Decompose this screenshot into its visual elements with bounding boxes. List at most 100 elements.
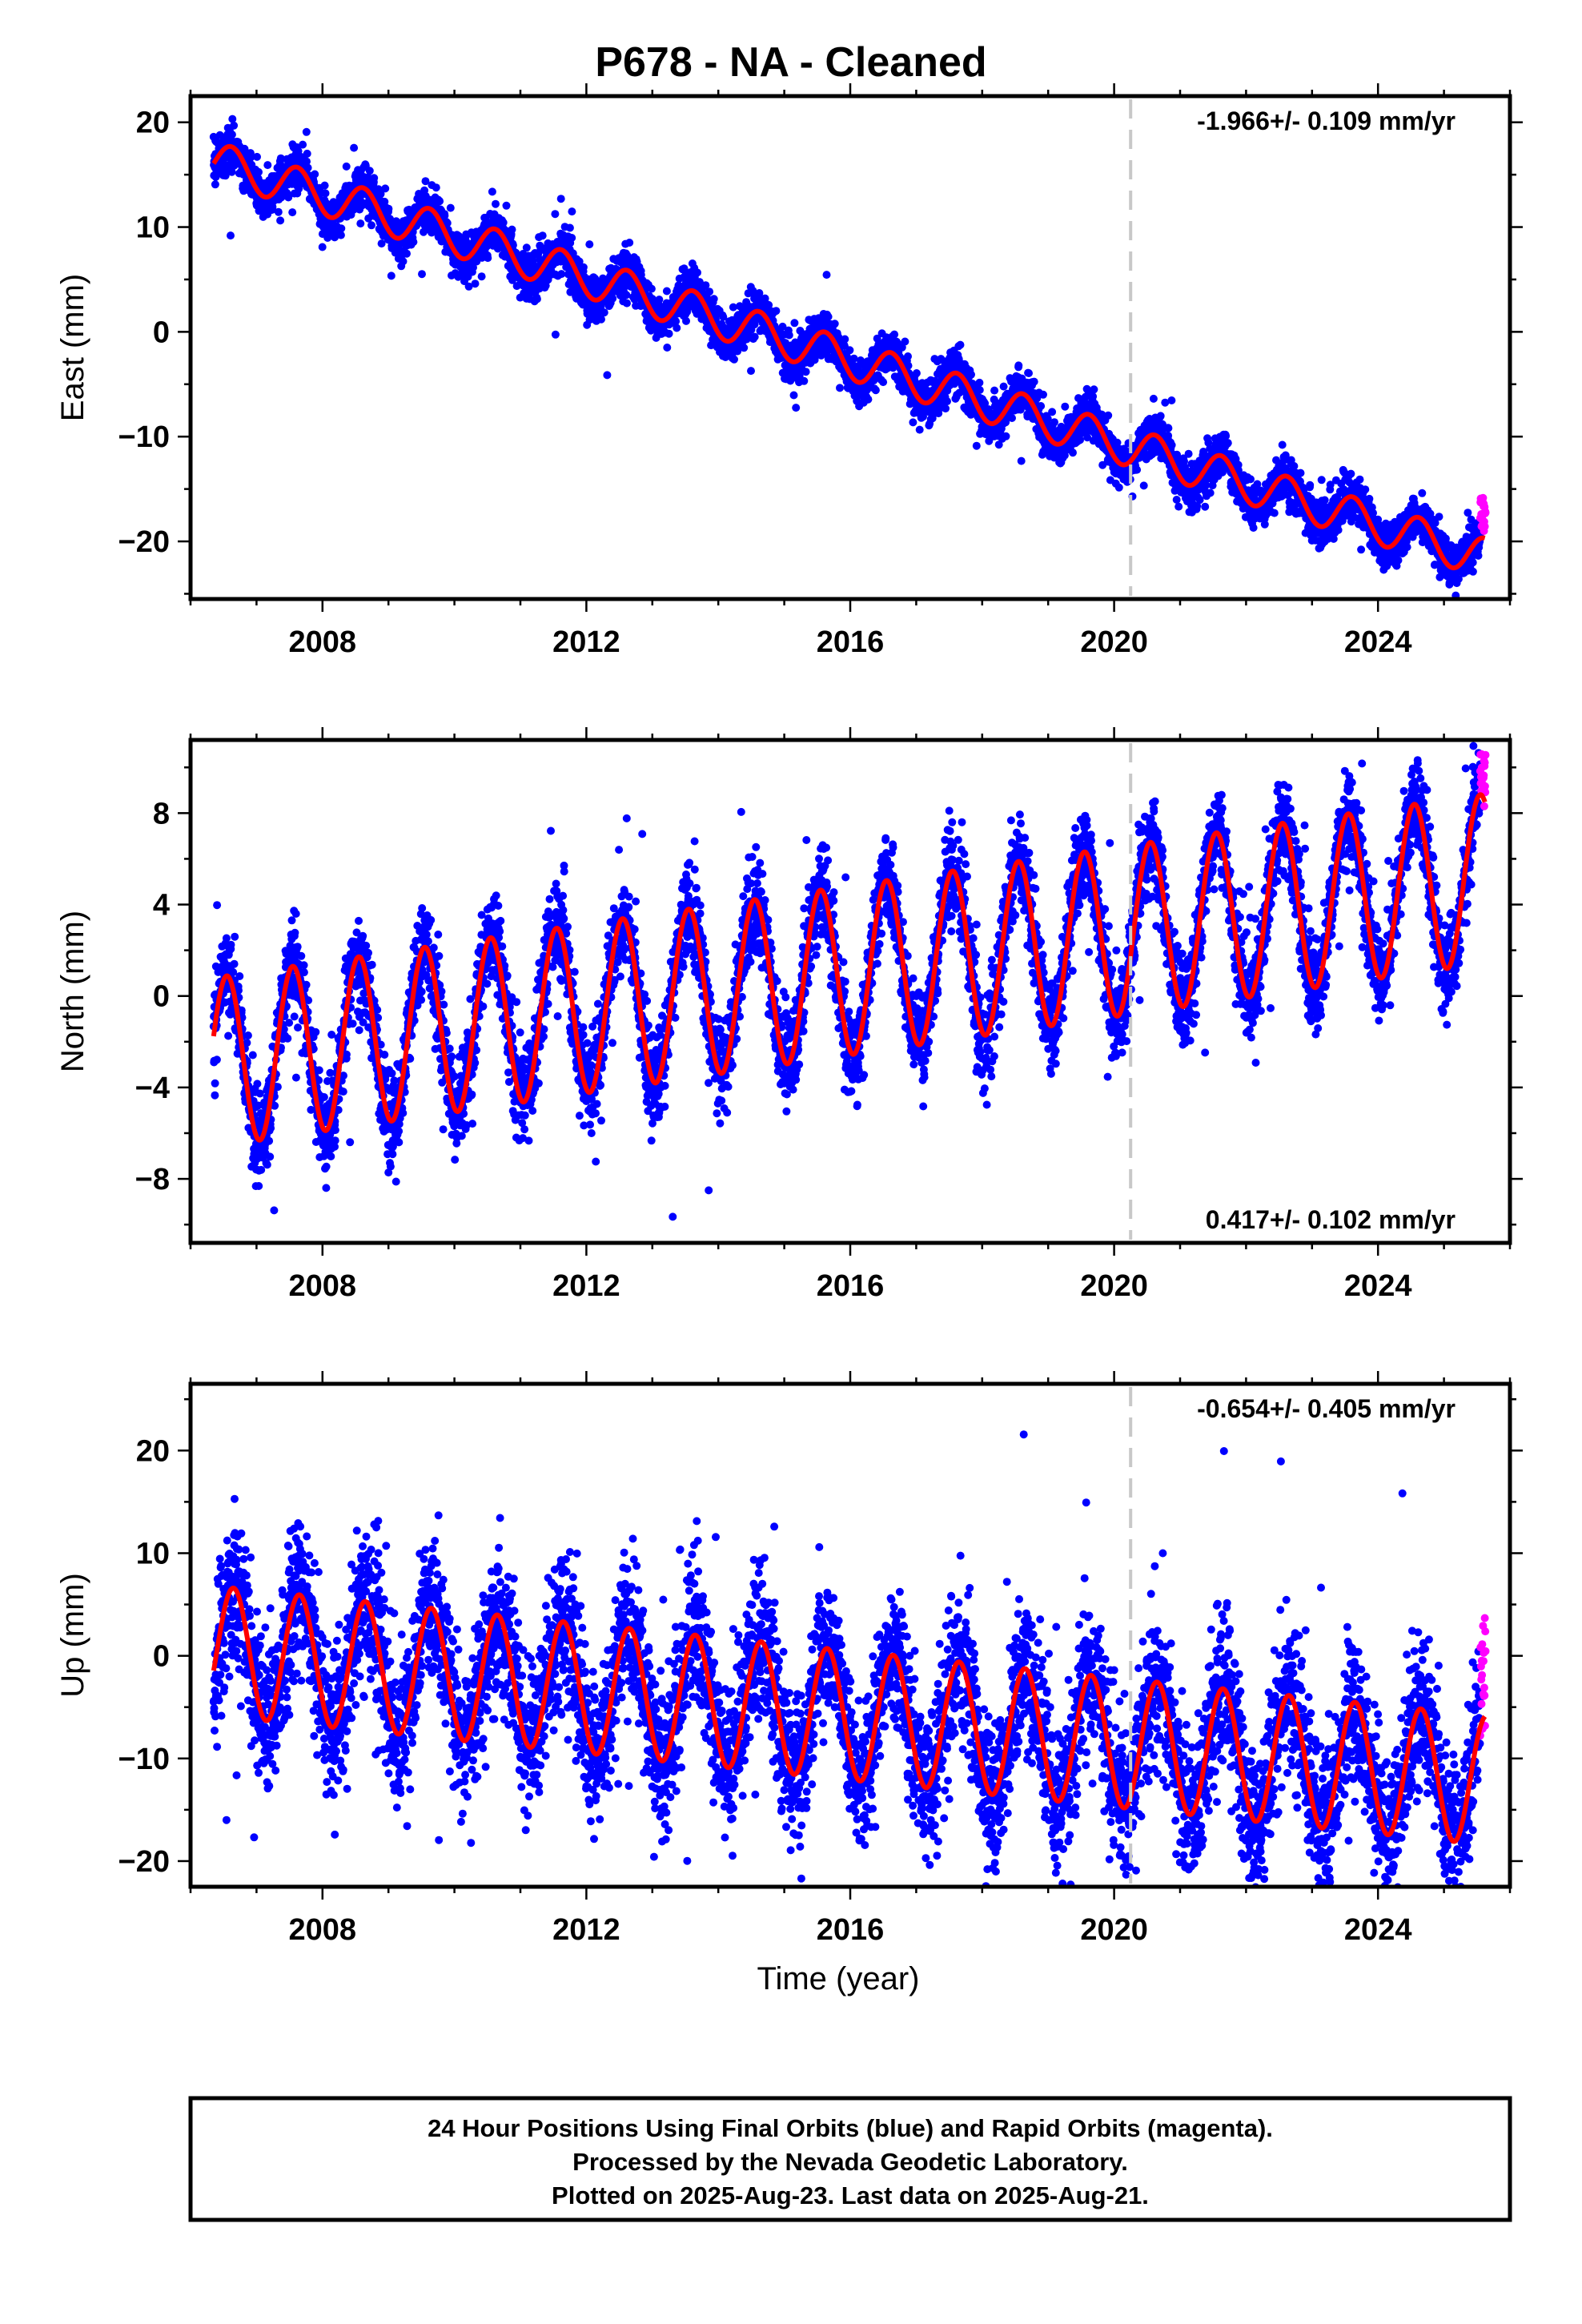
data-point bbox=[409, 238, 418, 247]
data-point bbox=[1090, 385, 1098, 394]
data-point bbox=[600, 308, 608, 317]
data-point bbox=[377, 239, 386, 248]
data-point bbox=[1139, 481, 1148, 490]
data-point bbox=[350, 143, 359, 152]
data-point bbox=[228, 115, 237, 123]
data-point bbox=[403, 249, 411, 258]
data-point bbox=[227, 167, 236, 176]
data-point bbox=[1048, 408, 1057, 416]
data-point bbox=[1025, 369, 1033, 377]
data-point bbox=[320, 181, 329, 190]
data-point bbox=[387, 271, 396, 280]
data-point bbox=[967, 370, 975, 379]
data-point bbox=[956, 340, 965, 349]
data-point bbox=[471, 279, 480, 288]
data-point bbox=[336, 231, 345, 239]
data-point bbox=[747, 367, 755, 376]
data-point bbox=[440, 211, 449, 220]
data-point bbox=[303, 149, 311, 158]
data-point bbox=[772, 307, 781, 316]
data-point bbox=[943, 397, 951, 406]
data-point bbox=[693, 268, 701, 277]
data-point bbox=[740, 344, 749, 352]
data-point bbox=[822, 271, 831, 279]
data-point bbox=[579, 263, 588, 271]
data-point bbox=[538, 231, 547, 240]
data-point bbox=[836, 384, 844, 392]
data-point bbox=[800, 376, 809, 385]
data-point bbox=[1164, 432, 1173, 440]
data-point bbox=[227, 231, 235, 240]
data-point bbox=[1089, 392, 1098, 400]
data-point bbox=[399, 257, 408, 266]
data-point bbox=[1222, 432, 1231, 440]
data-point bbox=[1002, 432, 1010, 440]
data-point bbox=[1223, 439, 1232, 448]
data-point bbox=[227, 131, 236, 139]
data-point bbox=[790, 319, 799, 328]
data-point bbox=[999, 382, 1008, 391]
data-point bbox=[356, 219, 365, 228]
data-point bbox=[1030, 377, 1038, 386]
data-point bbox=[1039, 390, 1047, 399]
data-point bbox=[284, 193, 293, 202]
data-point bbox=[565, 223, 574, 232]
data-point bbox=[477, 272, 486, 281]
data-point bbox=[337, 224, 346, 233]
data-point bbox=[915, 425, 924, 434]
data-point bbox=[492, 199, 500, 208]
data-point bbox=[801, 368, 810, 376]
data-point bbox=[557, 270, 566, 279]
data-point bbox=[276, 216, 285, 225]
data-point bbox=[522, 243, 531, 252]
data-point bbox=[942, 404, 950, 413]
data-point bbox=[1069, 448, 1077, 457]
data-point bbox=[622, 291, 631, 300]
data-point bbox=[303, 157, 311, 166]
data-point bbox=[294, 147, 303, 155]
data-point bbox=[551, 210, 560, 219]
data-point bbox=[1201, 502, 1210, 511]
data-point bbox=[551, 330, 560, 339]
data-point bbox=[311, 170, 319, 179]
data-point bbox=[730, 355, 738, 364]
data-point bbox=[975, 378, 984, 387]
data-point bbox=[871, 386, 880, 395]
data-point bbox=[211, 180, 219, 189]
data-point bbox=[247, 153, 255, 162]
data-point bbox=[464, 282, 473, 291]
data-point bbox=[255, 167, 263, 176]
data-point bbox=[370, 174, 379, 183]
data-point bbox=[318, 243, 327, 251]
data-point bbox=[904, 352, 912, 360]
data-point bbox=[824, 312, 833, 321]
data-point bbox=[990, 386, 999, 395]
data-point bbox=[585, 240, 594, 249]
data-point bbox=[975, 386, 984, 394]
data-point bbox=[568, 207, 576, 216]
data-point bbox=[603, 371, 612, 380]
data-point bbox=[1114, 483, 1123, 492]
figure-title: P678 - NA - Cleaned bbox=[595, 39, 986, 86]
data-point bbox=[1195, 496, 1204, 505]
data-point bbox=[321, 189, 330, 198]
data-point bbox=[1037, 402, 1046, 410]
data-point bbox=[785, 331, 793, 340]
data-point bbox=[568, 234, 576, 242]
data-point bbox=[1184, 449, 1193, 458]
data-point bbox=[682, 316, 690, 325]
data-point bbox=[830, 320, 839, 328]
data-point bbox=[488, 187, 496, 196]
data-point bbox=[443, 219, 452, 227]
data-point bbox=[263, 161, 272, 170]
data-point bbox=[1017, 456, 1026, 465]
data-point bbox=[673, 324, 681, 332]
data-point bbox=[499, 218, 508, 227]
data-point bbox=[436, 197, 444, 206]
data-point bbox=[384, 204, 393, 213]
data-point bbox=[972, 441, 981, 450]
data-point bbox=[597, 315, 605, 324]
data-point bbox=[230, 121, 239, 130]
data-point bbox=[864, 395, 873, 404]
